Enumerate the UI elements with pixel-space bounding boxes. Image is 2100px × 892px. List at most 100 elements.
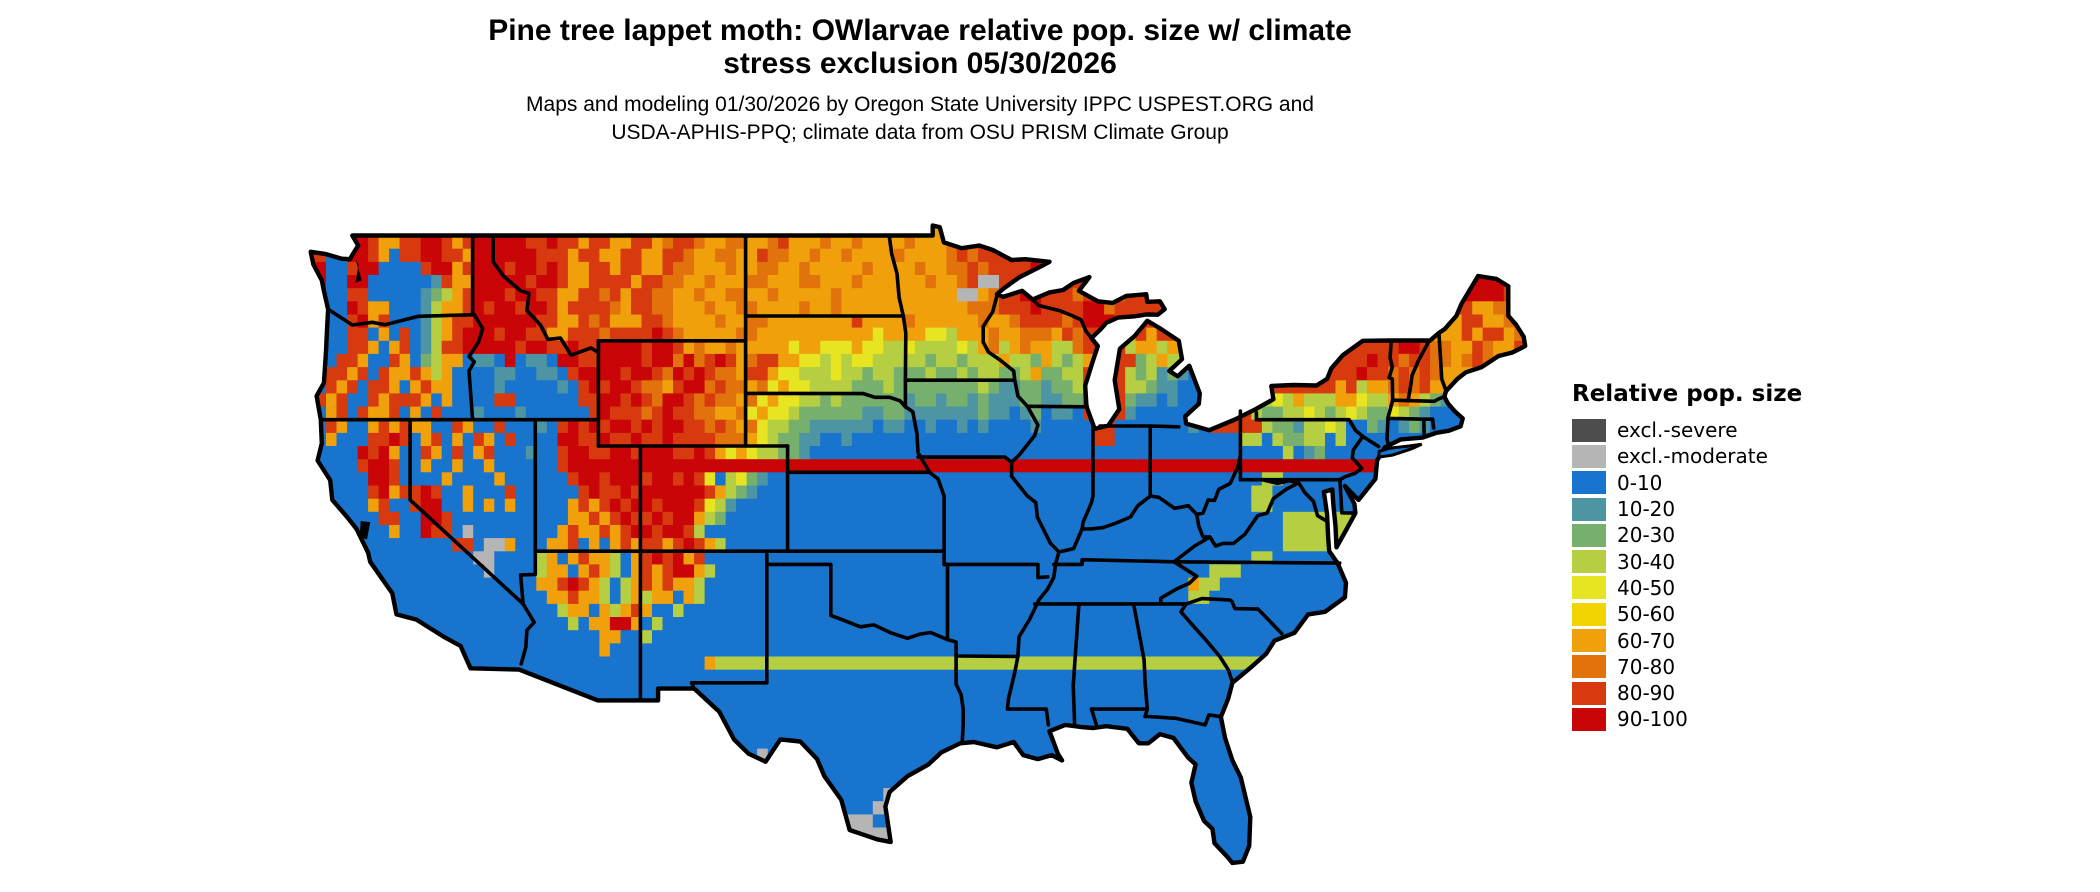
raster-cell-run bbox=[1083, 380, 1126, 394]
raster-cell-run bbox=[462, 261, 474, 276]
raster-cell-run bbox=[1398, 380, 1410, 394]
raster-cell-run bbox=[1156, 393, 1168, 408]
raster-cell-run bbox=[1430, 301, 1473, 315]
raster-cell-run bbox=[399, 235, 422, 250]
raster-cell-run bbox=[935, 367, 958, 381]
raster-cell-run bbox=[1240, 564, 1526, 579]
legend-swatch-icon bbox=[1572, 629, 1606, 653]
raster-cell-run bbox=[1041, 406, 1053, 421]
raster-cell-run bbox=[1493, 235, 1526, 250]
raster-cell-run bbox=[525, 353, 548, 368]
raster-cell-run bbox=[368, 393, 380, 408]
raster-cell-run bbox=[799, 367, 832, 381]
raster-cell-run bbox=[1388, 248, 1442, 263]
raster-cell-run bbox=[904, 314, 916, 329]
raster-cell-run bbox=[767, 419, 790, 434]
raster-cell-run bbox=[925, 327, 947, 342]
raster-cell-run bbox=[310, 643, 600, 658]
raster-cell-run bbox=[715, 353, 727, 368]
raster-cell-run bbox=[946, 248, 958, 263]
us-outline bbox=[308, 223, 1528, 866]
raster-cell-run bbox=[1030, 340, 1052, 355]
raster-cell-run bbox=[389, 459, 401, 473]
raster-cell-run bbox=[1419, 406, 1431, 421]
raster-cell-run bbox=[820, 393, 832, 408]
raster-cell-run bbox=[988, 314, 1010, 329]
raster-cell-run bbox=[431, 301, 443, 315]
raster-cell-run bbox=[673, 564, 695, 579]
raster-cell-run bbox=[588, 538, 600, 552]
raster-cell-run bbox=[662, 314, 674, 329]
raster-cell-run bbox=[883, 419, 905, 434]
raster-cell-run bbox=[736, 353, 748, 368]
raster-cell-run bbox=[652, 340, 674, 355]
raster-cell-run bbox=[746, 446, 758, 460]
raster-cell-run bbox=[778, 432, 800, 447]
raster-cell-run bbox=[389, 498, 411, 513]
raster-cell-run bbox=[557, 353, 579, 368]
raster-cell-run bbox=[652, 288, 674, 302]
state-border-line bbox=[1386, 416, 1435, 421]
raster-cell-run bbox=[799, 393, 821, 408]
raster-cell-run bbox=[578, 393, 600, 408]
raster-cell-run bbox=[1461, 353, 1473, 368]
raster-cell-run bbox=[420, 353, 432, 368]
raster-cell-run bbox=[1451, 225, 1494, 237]
raster-cell-run bbox=[872, 353, 926, 368]
raster-cell-run bbox=[399, 353, 411, 368]
raster-cell-run bbox=[441, 498, 464, 513]
raster-cell-run bbox=[673, 432, 716, 447]
raster-cell-run bbox=[641, 551, 653, 565]
raster-cell-run bbox=[620, 485, 632, 500]
raster-cell-run bbox=[557, 446, 569, 460]
raster-cell-run bbox=[378, 511, 401, 526]
raster-cell-run bbox=[683, 340, 695, 355]
raster-cell-run bbox=[310, 564, 485, 579]
raster-cell-run bbox=[420, 261, 432, 276]
raster-cell-run bbox=[631, 564, 642, 579]
raster-cell-run bbox=[778, 367, 800, 381]
raster-cell-run bbox=[1072, 314, 1084, 329]
raster-cell-run bbox=[662, 235, 674, 250]
state-border-line bbox=[1057, 527, 1084, 554]
raster-cell-run bbox=[946, 393, 968, 408]
raster-cell-run bbox=[462, 432, 474, 447]
state-border-line bbox=[942, 562, 1050, 580]
raster-cell-run bbox=[504, 432, 516, 447]
raster-cell-run bbox=[378, 498, 390, 513]
raster-cell-run bbox=[567, 275, 590, 289]
raster-cell-run bbox=[662, 275, 684, 289]
raster-cell-run bbox=[1377, 301, 1389, 315]
raster-cell-run bbox=[778, 393, 800, 408]
raster-cell-run bbox=[420, 340, 432, 355]
raster-cell-run bbox=[1346, 380, 1357, 394]
legend-item: 20-30 bbox=[1572, 522, 1872, 548]
raster-cell-run bbox=[452, 525, 464, 539]
raster-cell-run bbox=[494, 551, 537, 565]
raster-cell-run bbox=[420, 393, 432, 408]
raster-cell-run bbox=[767, 748, 1526, 763]
raster-cell-run bbox=[588, 419, 600, 434]
raster-cell-run bbox=[567, 538, 579, 552]
raster-cell-run bbox=[536, 367, 558, 381]
raster-cell-run bbox=[956, 367, 968, 381]
raster-cell-run bbox=[399, 380, 411, 394]
raster-cell-run bbox=[704, 564, 716, 579]
legend-item: 0-10 bbox=[1572, 470, 1872, 496]
raster-cell-run bbox=[620, 367, 632, 381]
raster-cell-run bbox=[1146, 367, 1158, 381]
raster-cell-run bbox=[862, 275, 926, 289]
raster-cell-run bbox=[588, 261, 611, 276]
raster-cell-run bbox=[557, 301, 569, 315]
raster-cell-run bbox=[368, 459, 390, 473]
raster-cell-run bbox=[462, 485, 474, 500]
raster-cell-run bbox=[1282, 406, 1305, 421]
raster-cell-run bbox=[441, 446, 453, 460]
raster-cell-run bbox=[641, 577, 653, 592]
raster-cell-run bbox=[1209, 590, 1526, 605]
raster-cell-run bbox=[788, 235, 821, 250]
raster-cell-run bbox=[641, 564, 653, 579]
raster-cell-run bbox=[662, 261, 674, 276]
raster-cell-run bbox=[956, 340, 968, 355]
raster-cell-run bbox=[1388, 301, 1399, 315]
